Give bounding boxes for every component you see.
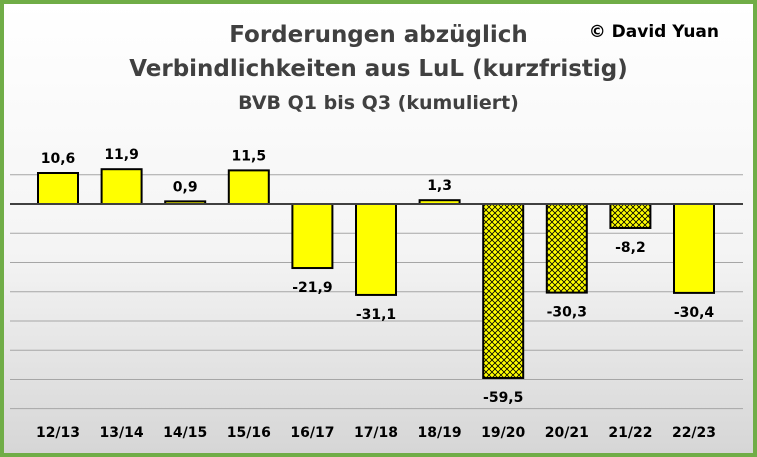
value-label: -21,9 — [292, 280, 332, 296]
x-tick-label: 15/16 — [227, 425, 271, 441]
bar-13/14 — [100, 168, 143, 206]
x-tick-label: 16/17 — [290, 425, 334, 441]
x-tick-label: 12/13 — [36, 425, 80, 441]
x-tick-label: 21/22 — [608, 425, 652, 441]
chart-title-line2: Verbindlichkeiten aus LuL (kurzfristig) — [129, 56, 628, 82]
value-label: 11,9 — [104, 147, 139, 163]
x-tick-label: 13/14 — [100, 425, 144, 441]
chart-title-line1: Forderungen abzüglich — [229, 22, 528, 48]
x-tick-label: 14/15 — [163, 425, 207, 441]
x-tick-labels: 12/13 13/14 14/15 15/16 16/17 17/18 18/19 19/20… — [36, 425, 716, 441]
value-label: 11,5 — [232, 148, 267, 164]
bar-19/20 — [482, 203, 525, 379]
value-label: -31,1 — [356, 307, 396, 323]
value-label: 0,9 — [173, 179, 198, 195]
bar-22/23 — [673, 203, 715, 294]
x-tick-label: 18/19 — [418, 425, 462, 441]
bar-20/21 — [545, 203, 588, 294]
value-label: 1,3 — [427, 178, 452, 194]
bar-15/16 — [227, 169, 270, 205]
chart-subtitle: BVB Q1 bis Q3 (kumuliert) — [238, 92, 519, 114]
x-tick-label: 17/18 — [354, 425, 398, 441]
bar-12/13 — [37, 172, 79, 205]
value-label: -30,3 — [547, 305, 587, 321]
bar-16/17 — [291, 203, 334, 270]
bar-21/22 — [609, 203, 652, 229]
bars — [37, 168, 715, 379]
value-label: 10,6 — [41, 151, 76, 167]
value-label: -59,5 — [483, 390, 523, 406]
value-label: -30,4 — [674, 305, 715, 321]
copyright-notice: © David Yuan — [588, 22, 719, 42]
value-labels: 10,6 11,9 0,9 11,5 -21,9 -31,1 1,3 -59,5 -30,3 -8… — [41, 147, 715, 406]
value-label: -8,2 — [615, 240, 646, 256]
x-tick-label: 22/23 — [672, 425, 716, 441]
x-tick-label: 20/21 — [545, 425, 589, 441]
x-tick-label: 19/20 — [481, 425, 525, 441]
bar-17/18 — [355, 203, 397, 296]
